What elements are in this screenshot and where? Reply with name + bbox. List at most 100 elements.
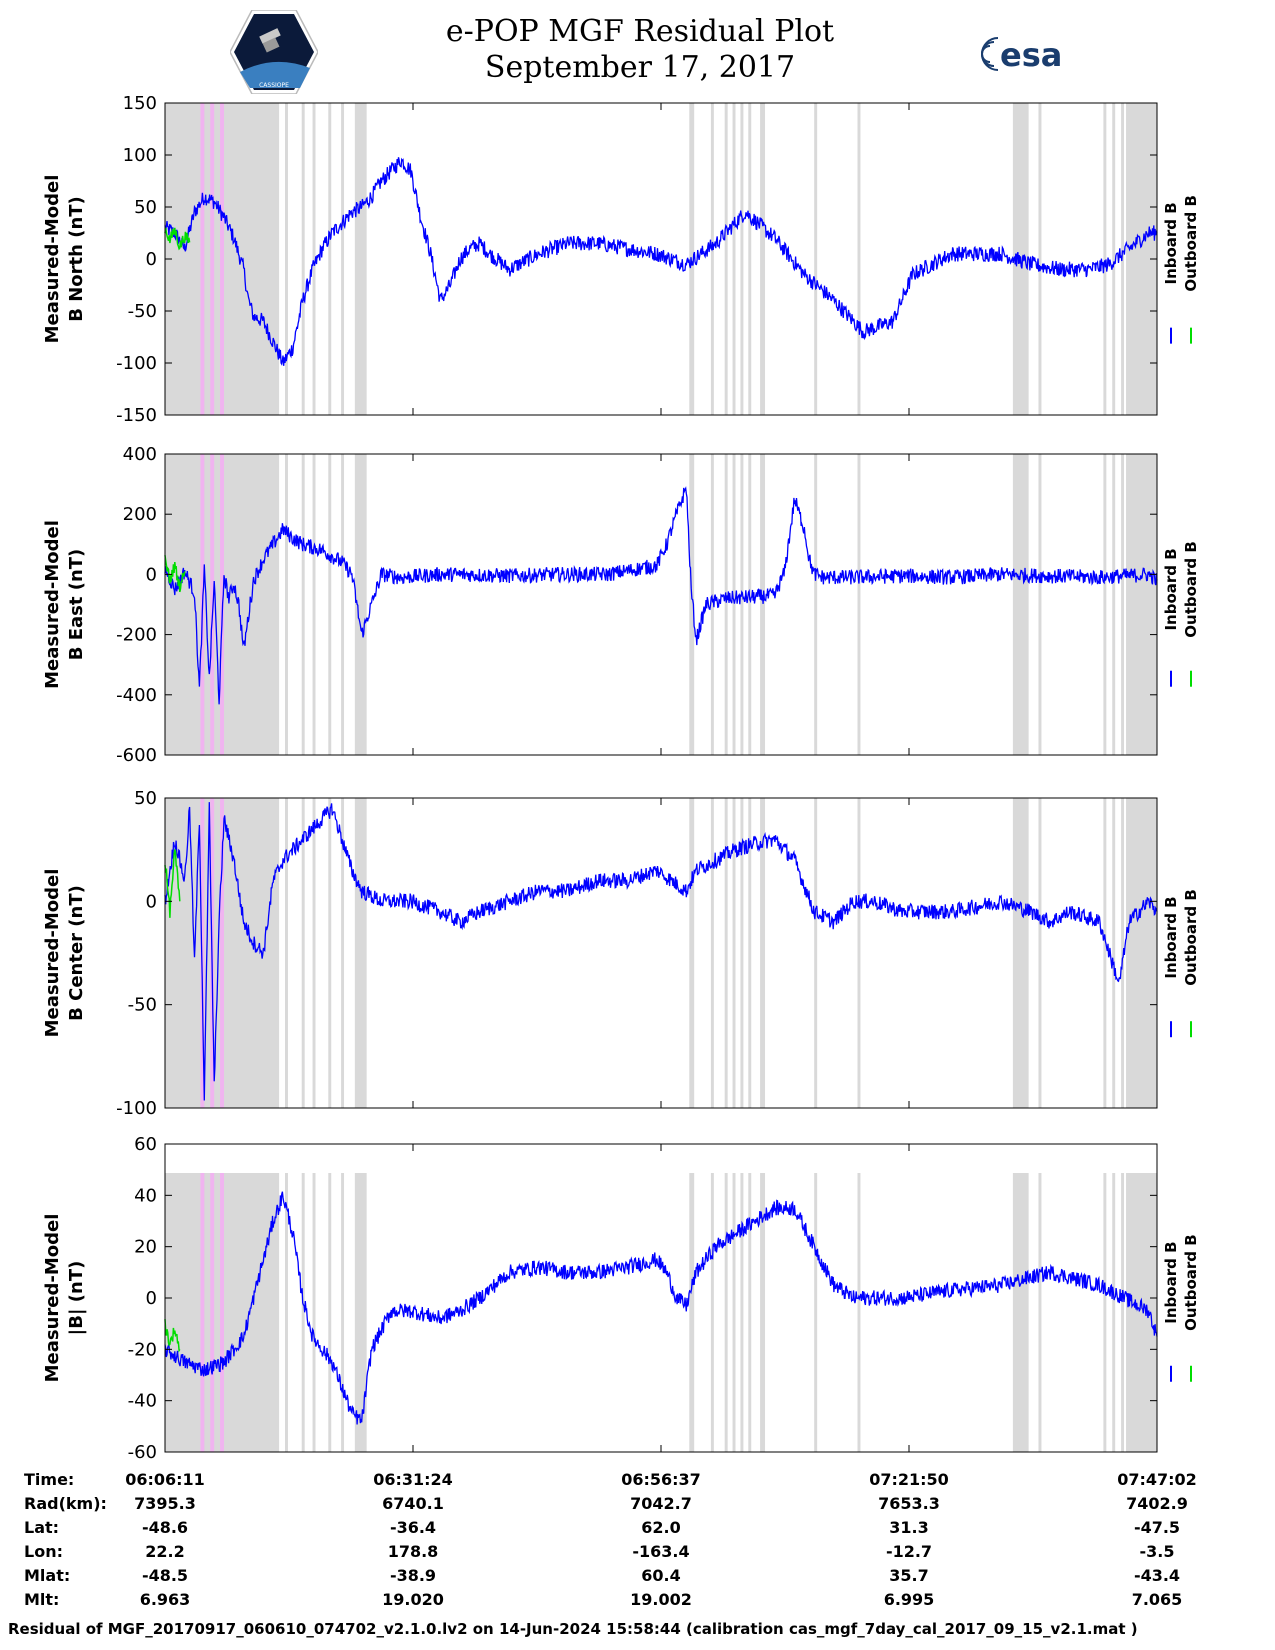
inboard-series-line [164, 802, 1158, 1101]
gray-band [740, 798, 744, 1108]
gray-band [1103, 798, 1107, 1108]
gray-band [732, 798, 736, 1108]
gray-band [1012, 1173, 1029, 1452]
y-tick-label: 0 [146, 891, 157, 912]
gray-band [1126, 454, 1157, 755]
y-tick-label: -200 [116, 625, 157, 646]
gray-band [740, 1173, 744, 1452]
gray-band [740, 103, 744, 415]
ephemeris-value: 62.0 [641, 1518, 680, 1537]
gray-band [748, 454, 752, 755]
gray-band [328, 103, 332, 415]
ephemeris-value: 6.963 [140, 1590, 191, 1609]
esa-logo-text: esa [1000, 36, 1062, 74]
gray-band [689, 454, 695, 755]
gray-band [814, 103, 818, 415]
gray-band [301, 798, 305, 1108]
inboard-series-line [164, 157, 1158, 366]
y-tick-label: -50 [128, 995, 157, 1016]
y-tick-label: -50 [128, 301, 157, 322]
ephemeris-value: 19.002 [630, 1590, 692, 1609]
ephemeris-row-label: Lon: [24, 1542, 63, 1561]
gray-band [732, 454, 736, 755]
cassiope-logo: CASSIOPE [230, 10, 318, 94]
legend-outboard-label: Outboard B [1182, 1234, 1200, 1331]
gray-band [689, 798, 695, 1108]
panel-4: 60 40 20 0 -20 -40 -60 Measured-Model |B| (nT) In… [42, 1134, 1200, 1463]
pink-band [200, 1173, 205, 1452]
pink-band [220, 798, 225, 1108]
ephemeris-value: -43.4 [1134, 1566, 1180, 1585]
ephemeris-value: 7042.7 [630, 1494, 692, 1513]
y-axis-label: B East (nT) [66, 549, 87, 661]
gray-band [732, 103, 736, 415]
gray-band [814, 1173, 818, 1452]
gray-band [301, 103, 305, 415]
pink-band [210, 103, 215, 415]
ephemeris-value: 35.7 [889, 1566, 928, 1585]
ephemeris-row-label: Rad(km): [24, 1494, 107, 1513]
ephemeris-value: 19.020 [382, 1590, 444, 1609]
y-tick-label: -600 [116, 745, 157, 766]
gray-band [341, 103, 345, 415]
ephemeris-value: 07:47:02 [1117, 1470, 1197, 1489]
gray-band [748, 103, 752, 415]
gray-band [1038, 1173, 1042, 1452]
gray-band [301, 454, 305, 755]
y-tick-label: -40 [128, 1391, 157, 1412]
ephemeris-value: -48.5 [142, 1566, 188, 1585]
pink-band [200, 103, 205, 415]
y-tick-label: 200 [123, 504, 157, 525]
gray-band [312, 798, 316, 1108]
gray-band [1038, 454, 1042, 755]
pink-band [200, 798, 205, 1108]
ephemeris-value: -48.6 [142, 1518, 188, 1537]
gray-band [814, 454, 818, 755]
gray-band [1121, 798, 1125, 1108]
y-tick-label: -60 [128, 1442, 157, 1463]
gray-band [1038, 103, 1042, 415]
gray-band [1038, 798, 1042, 1108]
y-tick-label: -150 [116, 405, 157, 426]
gray-band [354, 798, 367, 1108]
legend-inboard-label: Inboard B [1162, 548, 1180, 630]
gray-band [740, 454, 744, 755]
gray-band [1121, 103, 1125, 415]
legend-outboard-label: Outboard B [1182, 195, 1200, 292]
gray-band [724, 798, 728, 1108]
legend-inboard-label: Inboard B [1162, 896, 1180, 978]
pink-band [220, 103, 225, 415]
panel-2: 400 200 0 -200 -400 -600 Measured-Model B East … [42, 444, 1200, 766]
gray-band [1103, 454, 1107, 755]
ephemeris-value: 7402.9 [1126, 1494, 1188, 1513]
ephemeris-value: 7.065 [1132, 1590, 1183, 1609]
y-axis-label: Measured-Model [42, 520, 63, 689]
y-tick-label: -100 [116, 1098, 157, 1119]
ephemeris-value: 06:31:24 [373, 1470, 453, 1489]
gray-band [354, 103, 367, 415]
gray-band [301, 1173, 305, 1452]
gray-band [341, 1173, 345, 1452]
legend-inboard-label: Inboard B [1162, 1241, 1180, 1323]
y-tick-label: 50 [134, 788, 157, 809]
y-axis-label: Measured-Model [42, 1214, 63, 1383]
y-tick-label: 0 [146, 249, 157, 270]
gray-band [710, 1173, 714, 1452]
gray-band [285, 454, 288, 755]
ephemeris-value: -47.5 [1134, 1518, 1180, 1537]
footer-caption: Residual of MGF_20170917_060610_074702_v… [8, 1620, 1138, 1638]
gray-band [748, 1173, 752, 1452]
gray-band [724, 454, 728, 755]
ephemeris-value: -36.4 [390, 1518, 436, 1537]
ephemeris-row-label: Mlat: [24, 1566, 70, 1585]
ephemeris-value: 7653.3 [878, 1494, 940, 1513]
gray-band [341, 454, 345, 755]
gray-band [857, 454, 861, 755]
gray-band [1112, 1173, 1116, 1452]
outboard-series-line [164, 555, 186, 593]
gray-band [760, 103, 766, 415]
y-axis-label: Measured-Model [42, 869, 63, 1038]
gray-band [285, 103, 288, 415]
gray-band [710, 103, 714, 415]
outboard-series-line [164, 227, 191, 251]
